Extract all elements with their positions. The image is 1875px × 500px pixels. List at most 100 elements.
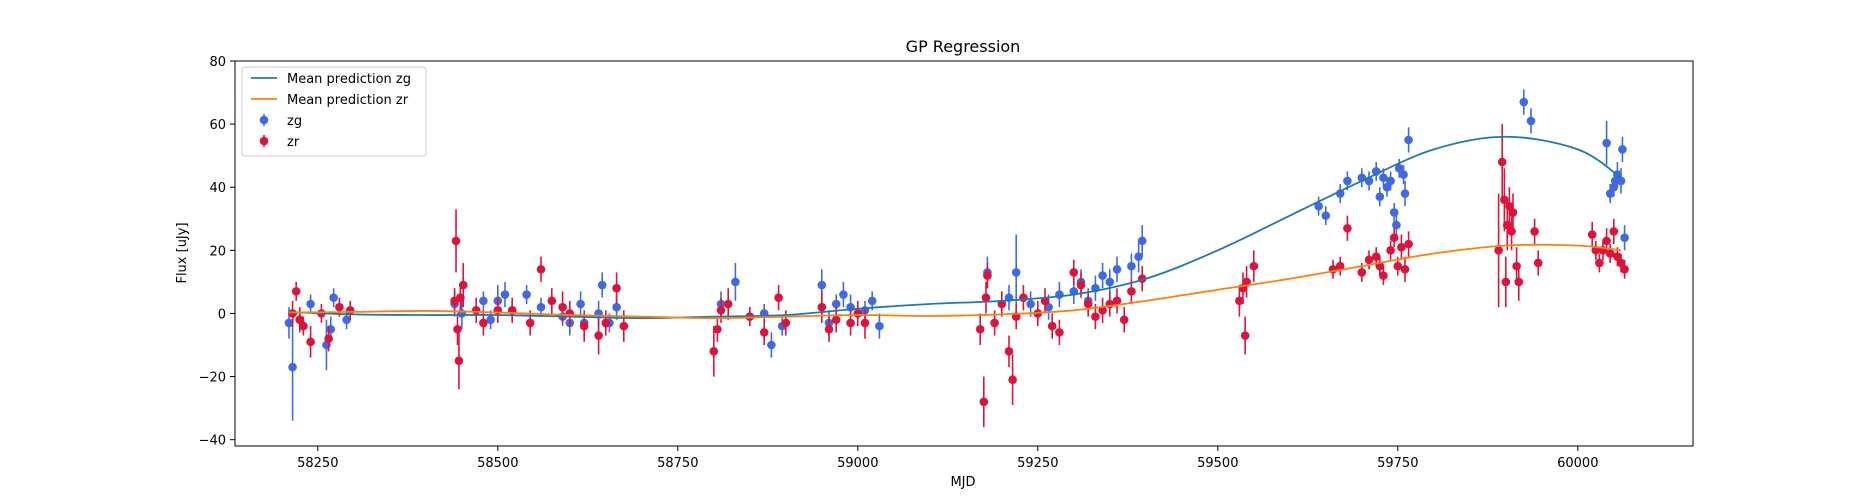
data-point-zg-52 <box>1127 261 1136 271</box>
y-tick-label-6: 80 <box>209 55 226 70</box>
data-point-zg-9 <box>457 309 467 318</box>
data-point-zg-55 <box>1314 201 1323 211</box>
data-point-zr-14 <box>458 280 468 290</box>
data-point-zg-70 <box>1400 189 1410 198</box>
data-point-zr-81 <box>1389 233 1399 243</box>
data-point-zr-20 <box>536 264 546 274</box>
data-point-zr-55 <box>1047 321 1057 331</box>
data-point-zr-99 <box>1591 246 1601 255</box>
data-point-zr-37 <box>817 302 827 312</box>
data-point-zr-22 <box>558 302 567 312</box>
data-point-zg-50 <box>1105 277 1115 287</box>
data-point-zg-24 <box>612 302 621 312</box>
data-point-zg-75 <box>1605 189 1615 198</box>
data-point-zg-68 <box>1394 163 1404 173</box>
data-point-zg-33 <box>831 299 841 309</box>
data-point-zr-89 <box>1501 277 1511 287</box>
data-point-zr-104 <box>1609 227 1619 236</box>
data-point-zr-63 <box>1112 296 1122 306</box>
data-point-zr-64 <box>1119 315 1129 325</box>
data-point-zr-44 <box>979 397 989 407</box>
x-tick-label-1: 58500 <box>477 456 518 471</box>
mean-line-2 <box>288 243 1622 320</box>
data-point-zg-67 <box>1392 220 1401 230</box>
data-point-zr-82 <box>1393 261 1403 271</box>
data-point-zr-46 <box>983 271 992 280</box>
data-point-zg-43 <box>1044 302 1053 312</box>
data-point-zr-47 <box>990 318 999 328</box>
legend-swatch-3 <box>259 136 269 146</box>
data-point-zg-22 <box>597 280 607 290</box>
data-point-zr-58 <box>1076 280 1086 290</box>
data-point-zr-86 <box>1494 246 1503 255</box>
data-point-zg-69 <box>1399 170 1408 179</box>
data-point-zr-80 <box>1386 246 1395 255</box>
data-point-zr-70 <box>1242 277 1251 287</box>
data-point-zg-71 <box>1404 135 1413 145</box>
data-point-zr-40 <box>846 318 855 328</box>
data-point-zr-85 <box>1404 239 1413 249</box>
data-point-zg-0 <box>284 318 294 328</box>
data-point-zr-71 <box>1249 261 1259 271</box>
data-point-zr-83 <box>1397 242 1406 252</box>
data-point-zr-106 <box>1616 258 1626 268</box>
data-point-zr-0 <box>288 309 297 318</box>
data-point-zr-39 <box>831 315 841 325</box>
data-point-zg-54 <box>1137 236 1147 246</box>
legend-box <box>241 66 427 157</box>
legend-label-1: Mean prediction zr <box>287 93 409 108</box>
data-point-zr-60 <box>1091 312 1100 321</box>
data-point-zr-19 <box>525 318 535 328</box>
data-point-zr-49 <box>1004 347 1014 356</box>
data-point-zg-3 <box>306 299 315 309</box>
data-point-zg-1 <box>288 362 297 372</box>
y-tick-label-3: 20 <box>209 244 226 259</box>
data-point-zr-34 <box>759 328 769 337</box>
plot-frame <box>234 60 1694 447</box>
data-point-zr-61 <box>1098 306 1107 315</box>
x-tick-label-2: 58750 <box>657 456 698 471</box>
series-zr <box>288 124 1629 428</box>
y-tick-label-2: 0 <box>218 307 226 322</box>
data-point-zr-105 <box>1613 252 1622 261</box>
data-point-zg-49 <box>1098 271 1107 280</box>
x-axis-title: MJD <box>950 475 975 490</box>
data-point-zg-66 <box>1389 208 1399 217</box>
data-point-zg-63 <box>1379 173 1388 183</box>
data-point-zr-94 <box>1512 261 1521 271</box>
data-point-zg-37 <box>867 296 877 306</box>
data-point-zg-72 <box>1519 97 1529 107</box>
data-point-zr-2 <box>295 315 305 325</box>
data-point-zr-27 <box>612 283 621 293</box>
data-point-zg-29 <box>767 340 776 350</box>
data-point-zg-7 <box>342 315 351 325</box>
data-point-zg-53 <box>1134 252 1143 261</box>
data-point-zr-67 <box>1235 296 1244 306</box>
data-point-zr-1 <box>291 287 301 296</box>
data-point-zr-56 <box>1055 328 1064 337</box>
data-point-zr-102 <box>1602 236 1611 246</box>
data-point-zr-43 <box>975 324 985 334</box>
data-point-zr-12 <box>454 356 464 366</box>
data-point-zr-59 <box>1083 299 1093 309</box>
data-point-zr-52 <box>1019 293 1028 302</box>
data-point-zr-26 <box>601 318 611 328</box>
data-point-zg-16 <box>536 302 546 312</box>
data-point-zg-41 <box>1011 268 1021 277</box>
data-point-zr-93 <box>1508 208 1518 217</box>
data-point-zr-10 <box>451 236 461 246</box>
legend-label-3: zr <box>287 135 300 150</box>
data-point-zg-42 <box>1026 299 1035 309</box>
data-point-zr-35 <box>774 293 783 302</box>
legend: Mean prediction zg Mean prediction zr zg zr <box>241 66 427 157</box>
data-point-zg-5 <box>326 324 336 334</box>
data-point-zr-29 <box>709 347 719 356</box>
data-point-zr-92 <box>1507 227 1516 236</box>
data-point-zr-4 <box>306 337 315 347</box>
data-point-zg-74 <box>1602 138 1611 148</box>
data-point-zr-31 <box>716 306 726 315</box>
data-point-zg-80 <box>1618 145 1627 154</box>
data-point-zg-58 <box>1343 176 1352 186</box>
data-point-zr-8 <box>345 306 355 315</box>
data-point-zg-31 <box>817 280 827 290</box>
